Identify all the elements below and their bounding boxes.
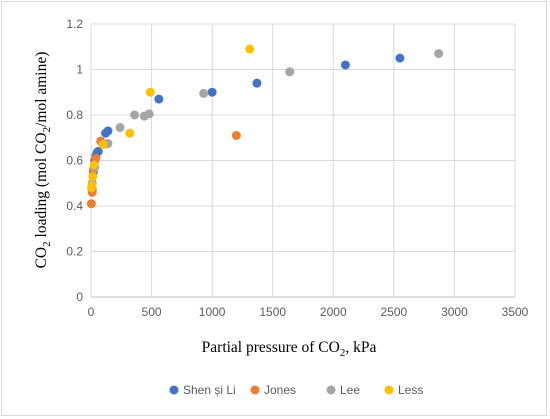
y-tick-label: 0.2	[66, 245, 83, 259]
legend-label: Shen și Li	[183, 383, 236, 397]
legend-marker	[384, 385, 394, 395]
legend: Shen și Li Jones Lee Less	[169, 383, 423, 397]
legend-marker	[250, 385, 260, 395]
x-tick-label: 2000	[320, 305, 347, 319]
gridlines	[90, 23, 516, 298]
data-point	[130, 110, 140, 120]
data-point	[115, 123, 125, 133]
data-point	[86, 199, 96, 209]
data-point	[98, 140, 108, 150]
y-tick-label: 0	[76, 290, 83, 304]
x-tick-label: 1000	[199, 305, 226, 319]
series-3	[87, 44, 255, 193]
x-tick-label: 0	[88, 305, 95, 319]
data-point	[231, 130, 241, 140]
data-points	[86, 44, 444, 209]
x-tick-labels: 0 500 1000 1500 2000 2500 3000 3500	[88, 305, 529, 319]
legend-marker	[169, 385, 179, 395]
data-point	[154, 94, 164, 104]
y-tick-label: 0.4	[66, 199, 83, 213]
y-tick-label: 0.8	[66, 108, 83, 122]
x-tick-label: 3000	[441, 305, 468, 319]
x-tick-label: 3500	[502, 305, 529, 319]
data-point	[145, 87, 155, 97]
legend-label: Lee	[340, 383, 360, 397]
data-point	[103, 126, 113, 136]
x-axis-title: Partial pressure of CO2, kPa	[202, 339, 377, 359]
data-point	[207, 87, 217, 97]
x-tick-label: 500	[142, 305, 162, 319]
data-point	[93, 146, 103, 156]
x-tick-label: 2500	[381, 305, 408, 319]
y-tick-label: 1	[76, 63, 83, 77]
data-point	[434, 49, 444, 59]
x-tick-label: 1500	[259, 305, 286, 319]
data-point	[91, 153, 101, 163]
data-point	[199, 88, 209, 98]
y-tick-labels: 0 0.2 0.4 0.6 0.8 1 1.2	[66, 17, 83, 304]
series-0	[87, 53, 405, 195]
y-axis-title: CO2 loading (mol CO2/mol amine)	[33, 52, 53, 269]
y-tick-label: 0.6	[66, 154, 83, 168]
data-point	[144, 109, 154, 119]
data-point	[88, 171, 98, 181]
data-point	[89, 160, 99, 170]
data-point	[87, 181, 97, 191]
series-2	[87, 49, 444, 188]
legend-label: Less	[398, 383, 423, 397]
data-point	[340, 60, 350, 70]
data-point	[125, 128, 135, 138]
data-point	[395, 53, 405, 63]
legend-label: Jones	[264, 383, 296, 397]
data-point	[285, 67, 295, 77]
data-point	[252, 78, 262, 88]
data-point	[245, 44, 255, 54]
y-tick-label: 1.2	[66, 17, 83, 31]
legend-marker	[326, 385, 336, 395]
